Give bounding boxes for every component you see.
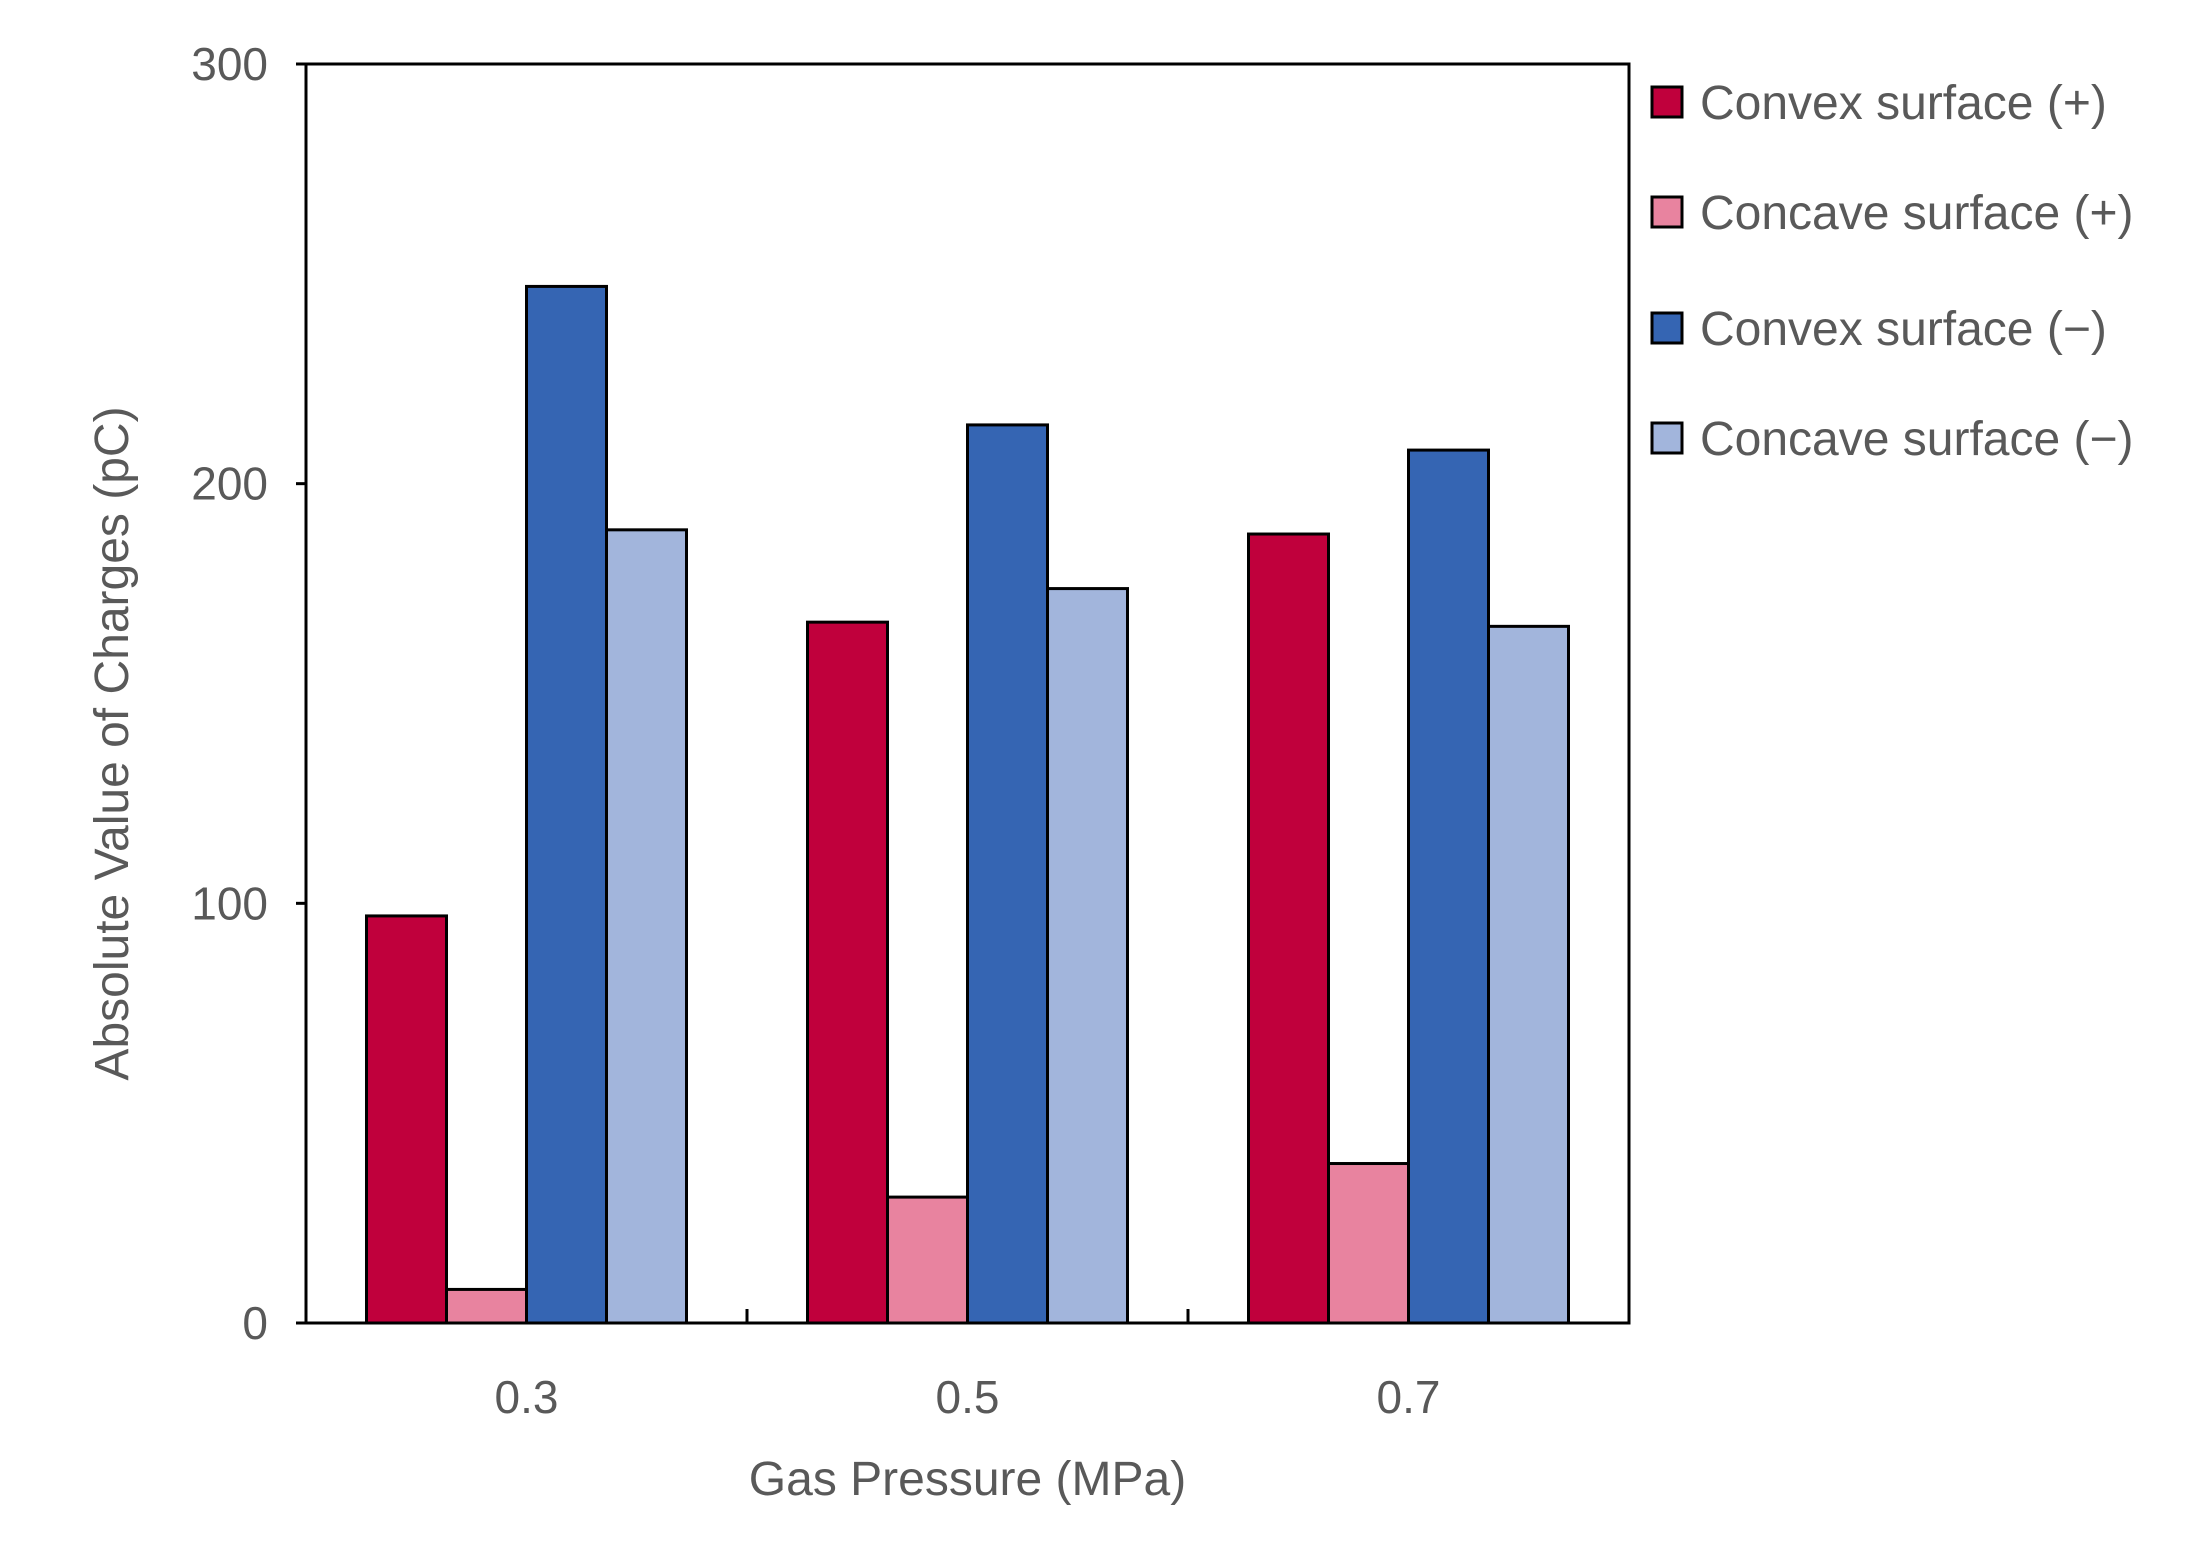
bar-4-0_5 bbox=[1046, 587, 1129, 1325]
bar-3-0_5 bbox=[966, 423, 1049, 1325]
bar-4-0_3 bbox=[605, 528, 688, 1325]
y-tick-label: 300 bbox=[191, 38, 268, 90]
x-axis-title: Gas Pressure (MPa) bbox=[749, 1453, 1186, 1506]
legend: Convex surface (+) Concave surface (+) Con… bbox=[1650, 77, 2134, 466]
x-tick-label: 0.7 bbox=[1377, 1371, 1441, 1423]
legend-swatch-4 bbox=[1650, 421, 1684, 455]
bar-3-0_3 bbox=[525, 284, 608, 1325]
plot-frame bbox=[304, 62, 1631, 1325]
ticks-layer: 0 100 200 300 0.3 0.5 0.7 bbox=[191, 38, 1440, 1423]
bar-1-0_5 bbox=[806, 620, 889, 1325]
legend-label-3: Convex surface (−) bbox=[1700, 303, 2107, 356]
bar-1-0_7 bbox=[1247, 532, 1330, 1325]
legend-label-1: Convex surface (+) bbox=[1700, 77, 2107, 130]
y-tick-label: 0 bbox=[242, 1297, 268, 1349]
y-axis-title: Absolute Value of Charges (pC) bbox=[86, 406, 139, 1080]
x-tick-label: 0.3 bbox=[495, 1371, 559, 1423]
bar-2-0_7 bbox=[1327, 1162, 1410, 1325]
bar-2-0_5 bbox=[886, 1195, 969, 1325]
y-tick-label: 100 bbox=[191, 877, 268, 929]
legend-swatch-3 bbox=[1650, 311, 1684, 345]
legend-swatch-1 bbox=[1650, 85, 1684, 119]
bars-layer bbox=[365, 284, 1570, 1325]
legend-label-4: Concave surface (−) bbox=[1700, 413, 2134, 466]
legend-label-2: Concave surface (+) bbox=[1700, 187, 2134, 240]
y-tick-label: 200 bbox=[191, 458, 268, 510]
bar-4-0_7 bbox=[1487, 624, 1570, 1325]
legend-swatch-2 bbox=[1650, 195, 1684, 229]
bar-1-0_3 bbox=[365, 914, 448, 1325]
x-tick-label: 0.5 bbox=[936, 1371, 1000, 1423]
bar-3-0_7 bbox=[1407, 448, 1490, 1325]
bar-2-0_3 bbox=[445, 1287, 528, 1325]
